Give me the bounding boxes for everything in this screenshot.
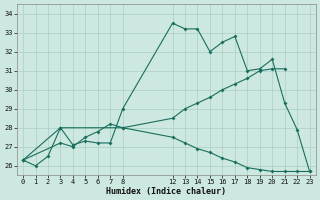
X-axis label: Humidex (Indice chaleur): Humidex (Indice chaleur): [106, 187, 226, 196]
